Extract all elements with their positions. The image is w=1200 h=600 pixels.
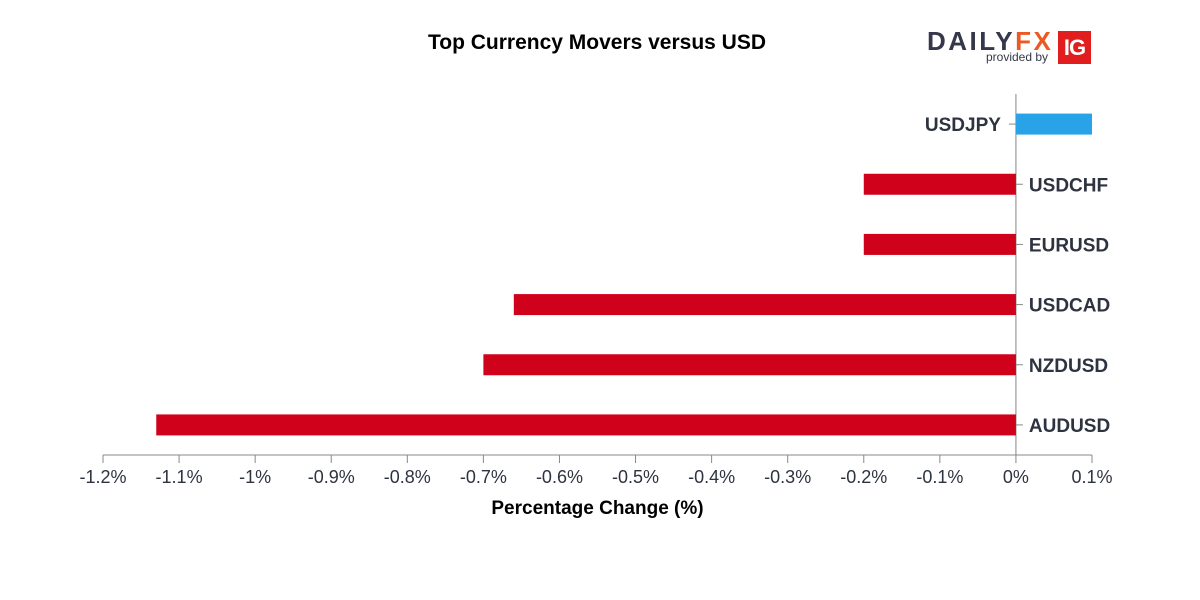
logo-fx-text: FX: [1015, 26, 1054, 56]
x-tick-label: 0.1%: [1071, 467, 1112, 487]
x-tick-label: -0.6%: [536, 467, 583, 487]
category-label: NZDUSD: [1029, 356, 1108, 377]
bar-eurusd: [863, 233, 1016, 255]
logo-wordmark: DAILYFX: [927, 28, 1053, 54]
x-tick-label: 0%: [1003, 467, 1029, 487]
x-tick-label: -0.9%: [308, 467, 355, 487]
x-tick-label: -1.1%: [156, 467, 203, 487]
bar-nzdusd: [483, 354, 1016, 376]
x-tick-label: -0.1%: [916, 467, 963, 487]
x-tick-label: -0.7%: [460, 467, 507, 487]
x-tick-label: -0.8%: [384, 467, 431, 487]
x-tick-label: -0.5%: [612, 467, 659, 487]
category-label: USDCHF: [1029, 175, 1108, 196]
ig-logo-icon: IG: [1058, 31, 1091, 64]
logo-daily-text: DAILY: [927, 26, 1016, 56]
category-label: USDJPY: [925, 115, 1001, 136]
bar-usdjpy: [1015, 113, 1092, 135]
category-label: EURUSD: [1029, 235, 1109, 256]
x-axis-title: Percentage Change (%): [491, 498, 703, 519]
x-tick-label: -1.2%: [79, 467, 126, 487]
logo-provided-by: provided by: [986, 50, 1049, 64]
dailyfx-logo: DAILYFX provided by IG: [927, 28, 1097, 68]
x-tick-label: -0.2%: [840, 467, 887, 487]
chart-title: Top Currency Movers versus USD: [427, 31, 767, 54]
x-tick-label: -0.4%: [688, 467, 735, 487]
x-tick-label: -1%: [239, 467, 271, 487]
category-label: USDCAD: [1029, 296, 1110, 317]
category-label: AUDUSD: [1029, 416, 1110, 437]
bar-usdcad: [513, 294, 1016, 316]
bar-usdchf: [863, 173, 1016, 195]
bar-audusd: [156, 414, 1016, 436]
x-tick-label: -0.3%: [764, 467, 811, 487]
